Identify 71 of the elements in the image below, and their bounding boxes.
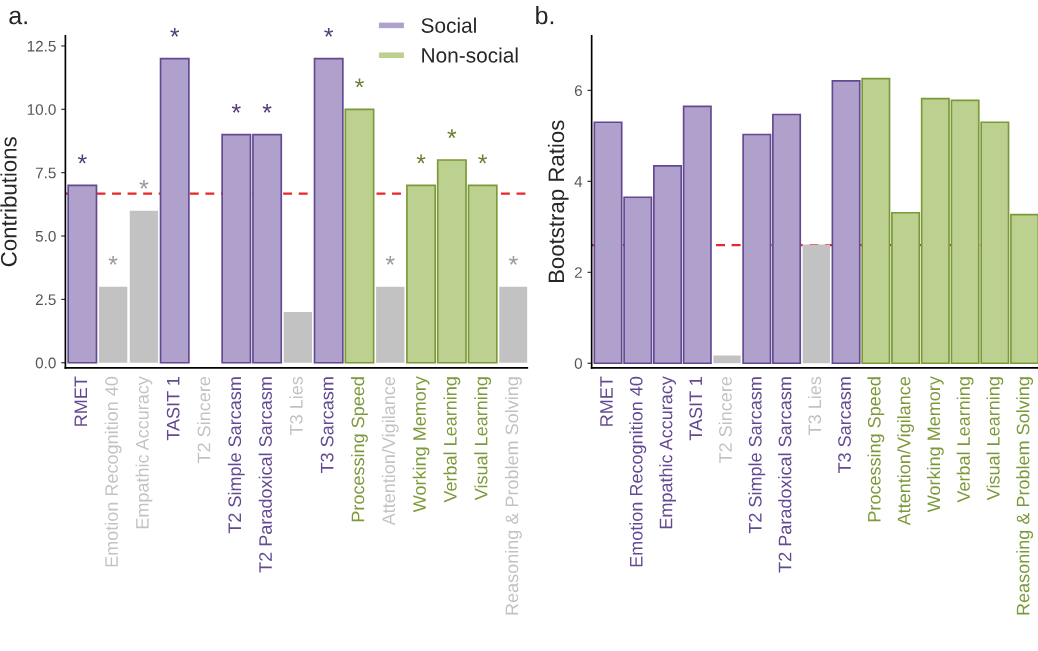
bar — [499, 286, 528, 363]
y-tick-label: 2 — [574, 267, 582, 278]
x-tick-label: Attention/Vigilance — [381, 376, 399, 526]
bar — [344, 108, 375, 364]
bar — [313, 57, 344, 364]
y-tick-label: 0.0 — [35, 357, 56, 369]
bar — [283, 312, 313, 363]
annotation: * — [416, 154, 426, 164]
x-tick-label: RMET — [600, 376, 613, 426]
x-tick-label: Working Memory — [926, 376, 944, 513]
annotation: * — [355, 78, 364, 88]
x-tick-label: Empathic Accuracy — [135, 376, 153, 529]
bar — [159, 57, 190, 364]
chart-title: b. — [536, 5, 554, 25]
bar — [129, 210, 159, 363]
bar — [98, 286, 128, 363]
x-tick-label: Verbal Learning — [443, 377, 461, 503]
y-tick-label: 5.0 — [35, 230, 56, 242]
x-tick-label: Attention/Vigilance — [897, 376, 914, 526]
chart-title: a. — [9, 10, 27, 25]
annotation: * — [508, 255, 518, 265]
bar — [802, 244, 831, 364]
y-tick-label: 7.5 — [35, 167, 56, 179]
x-tick-label: Visual Learning — [474, 377, 492, 501]
annotation: * — [139, 179, 149, 189]
x-tick-label: Processing Speed — [867, 377, 885, 522]
bar — [67, 184, 98, 364]
y-tick-label: 10.0 — [27, 104, 56, 115]
x-tick-label: TASIT 1 — [166, 377, 180, 441]
x-tick-label: T2 Sincere — [718, 376, 732, 464]
x-tick-label: T2 Simple Sarcasm — [748, 377, 766, 534]
x-tick-label: Reasoning & Problem Solving — [505, 377, 522, 615]
bar — [831, 79, 861, 365]
annotation: * — [108, 255, 118, 265]
y-tick-label: 0 — [574, 358, 583, 369]
x-tick-label: T2 Paradoxical Sarcasm — [258, 377, 272, 573]
x-tick-label: T3 Lies — [807, 376, 822, 435]
x-tick-label: Visual Learning — [986, 377, 1004, 501]
y-axis-title: Bootstrap Ratios — [547, 120, 569, 283]
x-tick-label: Processing Speed — [351, 377, 368, 522]
x-tick-label: T2 Sincere — [197, 376, 211, 464]
x-tick-label: T2 Simple Sarcasm — [227, 377, 245, 534]
y-axis-title: Contributions — [0, 137, 17, 267]
legend-label: Social — [421, 17, 476, 33]
y-tick-label: 12.5 — [27, 40, 56, 52]
legend-label: Non-social — [422, 47, 518, 63]
x-tick-label: Working Memory — [412, 376, 430, 513]
annotation: * — [262, 103, 272, 113]
x-tick-label: Reasoning & Problem Solving — [1016, 377, 1034, 615]
x-tick-label: T3 Lies — [289, 376, 303, 435]
annotation: * — [170, 27, 180, 37]
x-tick-label: T3 Sarcasm — [320, 377, 334, 474]
x-tick-label: T3 Sarcasm — [838, 377, 851, 474]
annotation: * — [77, 154, 87, 164]
annotation: * — [478, 154, 488, 164]
x-tick-label: TASIT 1 — [689, 377, 703, 441]
x-tick-label: RMET — [74, 376, 87, 426]
x-tick-label: Verbal Learning — [956, 377, 974, 503]
x-tick-label: Empathic Accuracy — [659, 376, 676, 529]
x-tick-label: Emotion Recognition 40 — [104, 376, 122, 567]
bar — [713, 355, 741, 364]
annotation: * — [231, 103, 241, 113]
y-tick-label: 6 — [574, 85, 582, 97]
y-tick-label: 4 — [574, 176, 583, 187]
x-tick-label: T2 Paradoxical Sarcasm — [778, 377, 792, 573]
annotation: * — [447, 129, 457, 139]
x-tick-label: Emotion Recognition 40 — [629, 376, 647, 567]
annotation: * — [324, 27, 334, 37]
y-tick-label: 2.5 — [35, 294, 56, 306]
bar — [376, 286, 405, 363]
annotation: * — [385, 255, 395, 265]
